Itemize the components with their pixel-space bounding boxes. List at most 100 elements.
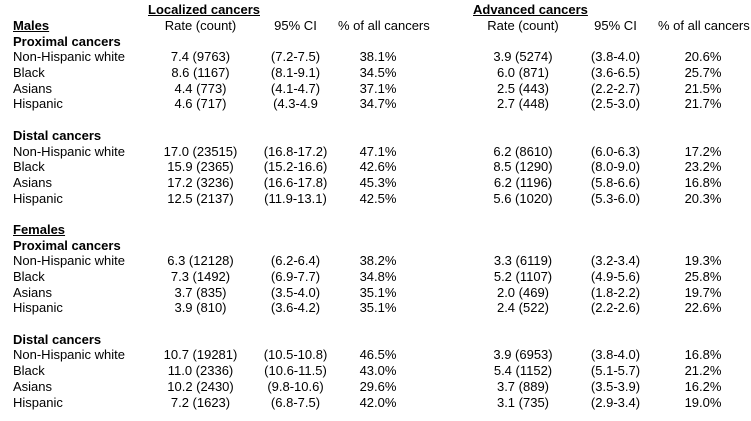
advanced-ci: (3.8-4.0) <box>590 49 641 65</box>
localized-pct: 43.0% <box>359 363 397 379</box>
race-label: Asians <box>13 174 53 190</box>
advanced-ci: (5.8-6.6) <box>590 174 641 190</box>
localized-rate: 12.5 (2137) <box>167 190 234 206</box>
localized-rate: 7.3 (1492) <box>170 269 231 285</box>
localized-ci: (9.8-10.6) <box>267 378 324 394</box>
spacer-row <box>0 206 751 222</box>
localized-pct: 34.7% <box>359 96 397 112</box>
advanced-ci: (8.0-9.0) <box>590 159 641 175</box>
advanced-ci: (3.6-6.5) <box>590 65 641 81</box>
table-row: Hispanic 3.9 (810) (3.6-4.2) 35.1% 2.4 (… <box>0 300 751 316</box>
localized-pct: 34.5% <box>359 65 397 81</box>
table-row: Non-Hispanic white 7.4 (9763) (7.2-7.5) … <box>0 49 751 65</box>
localized-pct: 47.1% <box>359 143 397 159</box>
localized-ci: (7.2-7.5) <box>270 49 321 65</box>
table-row: Black 15.9 (2365) (15.2-16.6) 42.6% 8.5 … <box>0 159 751 175</box>
advanced-pct-header: % of all cancers <box>658 18 750 34</box>
subsection-row: Distal cancers <box>0 331 751 347</box>
advanced-rate: 5.6 (1020) <box>493 190 553 206</box>
advanced-pct: 16.8% <box>684 174 722 190</box>
advanced-pct: 25.7% <box>684 65 722 81</box>
advanced-rate: 2.0 (469) <box>496 284 550 300</box>
section-row: Females <box>0 222 751 238</box>
advanced-rate: 3.7 (889) <box>496 378 550 394</box>
table-row: Non-Hispanic white 6.3 (12128) (6.2-6.4)… <box>0 253 751 269</box>
advanced-pct: 20.3% <box>684 190 722 206</box>
advanced-rate: 5.2 (1107) <box>493 269 553 285</box>
advanced-pct: 17.2% <box>684 143 722 159</box>
table-row: Asians 17.2 (3236) (16.6-17.8) 45.3% 6.2… <box>0 175 751 191</box>
localized-rate: 10.2 (2430) <box>167 378 234 394</box>
localized-rate: 17.0 (23515) <box>163 143 238 159</box>
race-label: Black <box>13 159 45 175</box>
localized-ci: (6.2-6.4) <box>270 253 321 269</box>
race-label: Asians <box>13 284 53 300</box>
advanced-ci: (3.2-3.4) <box>590 253 641 269</box>
localized-rate: 10.7 (19281) <box>163 347 238 363</box>
advanced-pct: 16.8% <box>684 347 722 363</box>
localized-pct: 42.0% <box>359 394 397 410</box>
advanced-cancers-header: Advanced cancers <box>473 2 588 18</box>
advanced-pct: 25.8% <box>684 269 722 285</box>
advanced-pct: 16.2% <box>684 378 722 394</box>
race-label: Hispanic <box>13 96 63 112</box>
advanced-ci: (5.3-6.0) <box>590 190 641 206</box>
advanced-rate: 5.4 (1152) <box>493 363 553 379</box>
localized-ci: (10.5-10.8) <box>263 347 328 363</box>
localized-rate-header: Rate (count) <box>164 18 237 34</box>
subsection-row: Proximal cancers <box>0 237 751 253</box>
advanced-rate: 2.5 (443) <box>496 80 550 96</box>
localized-ci: (3.5-4.0) <box>270 284 321 300</box>
cancer-statistics-table: Localized cancers Advanced cancers Males… <box>0 2 751 410</box>
localized-rate: 15.9 (2365) <box>167 159 234 175</box>
localized-rate: 4.4 (773) <box>174 80 227 96</box>
table-row: Asians 10.2 (2430) (9.8-10.6) 29.6% 3.7 … <box>0 379 751 395</box>
localized-ci: (16.8-17.2) <box>263 143 328 159</box>
localized-rate: 17.2 (3236) <box>167 174 234 190</box>
advanced-rate: 3.1 (735) <box>496 394 550 410</box>
advanced-rate: 3.3 (6119) <box>493 253 553 269</box>
race-label: Non-Hispanic white <box>13 49 125 65</box>
localized-pct-header: % of all cancers <box>338 18 430 34</box>
localized-pct: 42.6% <box>359 159 397 175</box>
column-header-row: Males Rate (count) 95% CI % of all cance… <box>0 18 751 34</box>
localized-rate: 11.0 (2336) <box>167 363 234 379</box>
localized-ci: (15.2-16.6) <box>263 159 328 175</box>
localized-rate: 6.3 (12128) <box>167 253 234 269</box>
advanced-pct: 19.0% <box>684 394 722 410</box>
localized-pct: 38.1% <box>359 49 397 65</box>
subsection-row: Distal cancers <box>0 128 751 144</box>
advanced-ci: (4.9-5.6) <box>590 269 641 285</box>
race-label: Hispanic <box>13 190 63 206</box>
advanced-ci: (2.2-2.6) <box>590 300 641 316</box>
localized-pct: 42.5% <box>359 190 397 206</box>
table-row: Black 8.6 (1167) (8.1-9.1) 34.5% 6.0 (87… <box>0 65 751 81</box>
advanced-ci: (2.5-3.0) <box>590 96 641 112</box>
advanced-rate: 8.5 (1290) <box>493 159 553 175</box>
group-header-row: Localized cancers Advanced cancers <box>0 2 751 18</box>
advanced-rate: 3.9 (6953) <box>493 347 553 363</box>
localized-ci-header: 95% CI <box>274 18 317 34</box>
localized-ci: (6.8-7.5) <box>270 394 321 410</box>
females-proximal-label: Proximal cancers <box>13 237 121 253</box>
localized-rate: 4.6 (717) <box>174 96 227 112</box>
localized-ci: (3.6-4.2) <box>270 300 321 316</box>
females-section-label: Females <box>13 221 66 237</box>
localized-rate: 3.9 (810) <box>174 300 227 316</box>
localized-pct: 35.1% <box>359 300 397 316</box>
table-row: Black 11.0 (2336) (10.6-11.5) 43.0% 5.4 … <box>0 363 751 379</box>
advanced-ci: (3.8-4.0) <box>590 347 641 363</box>
race-label: Non-Hispanic white <box>13 253 125 269</box>
advanced-ci-header: 95% CI <box>594 18 637 34</box>
advanced-rate-header: Rate (count) <box>487 18 559 34</box>
localized-ci: (6.9-7.7) <box>270 269 321 285</box>
advanced-rate: 2.4 (522) <box>496 300 550 316</box>
race-label: Black <box>13 269 45 285</box>
localized-pct: 45.3% <box>359 174 397 190</box>
localized-cancers-header: Localized cancers <box>148 2 260 18</box>
advanced-rate: 6.2 (8610) <box>493 143 553 159</box>
localized-ci: (10.6-11.5) <box>264 363 327 379</box>
localized-pct: 35.1% <box>359 284 397 300</box>
localized-pct: 38.2% <box>359 253 397 269</box>
localized-ci: (16.6-17.8) <box>263 174 328 190</box>
